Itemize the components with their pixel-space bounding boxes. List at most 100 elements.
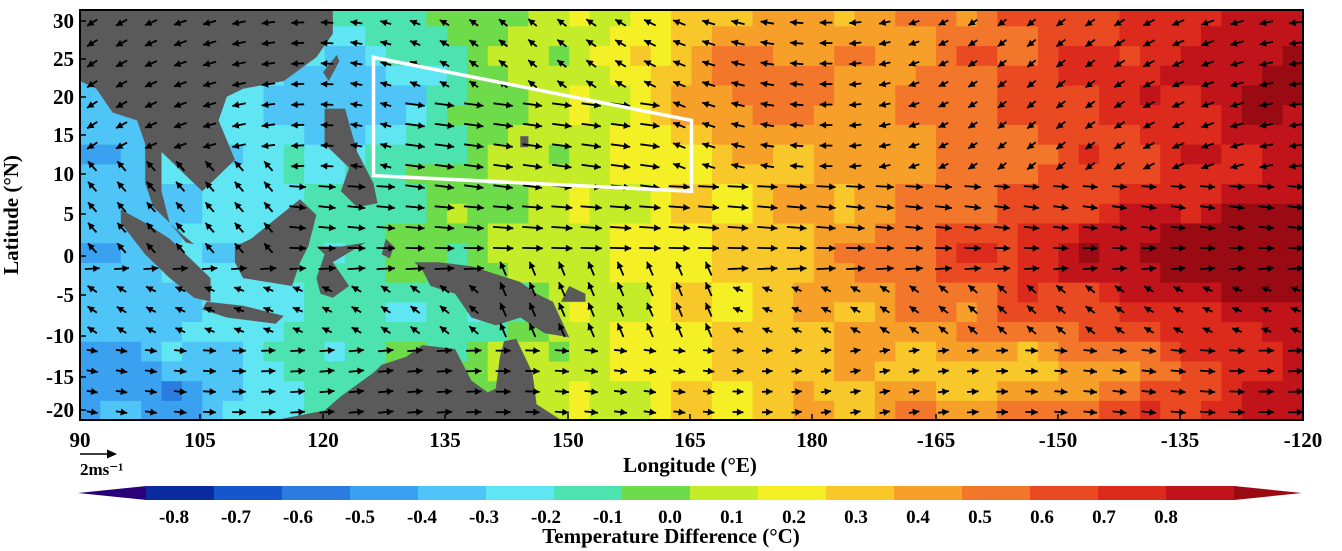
- field-cell: [711, 144, 733, 165]
- wind-arrow: [878, 19, 891, 26]
- field-cell: [1160, 124, 1182, 145]
- wind-arrow: [879, 285, 890, 293]
- wind-arrow: [757, 183, 778, 191]
- wind-arrow: [261, 367, 276, 375]
- wind-arrow: [727, 203, 749, 211]
- field-cell: [915, 163, 937, 185]
- wind-arrow: [292, 286, 303, 293]
- wind-arrow: [1171, 121, 1185, 129]
- field-cell: [141, 321, 163, 342]
- field-cell: [283, 84, 305, 106]
- wind-arrow: [234, 222, 244, 234]
- wind-arrow: [1259, 162, 1274, 170]
- wind-arrow: [318, 203, 336, 211]
- field-cell: [834, 380, 856, 401]
- colorbar-tick-label: 0.1: [720, 507, 744, 528]
- wind-arrow: [499, 261, 507, 276]
- field-cell: [976, 144, 998, 165]
- wind-arrow: [878, 121, 891, 129]
- wind-arrow: [289, 203, 307, 211]
- wind-arrow: [616, 281, 625, 297]
- field-cell: [793, 380, 815, 401]
- wind-arrow: [908, 305, 920, 314]
- wind-arrow: [967, 388, 979, 396]
- wind-arrow: [380, 81, 392, 88]
- field-cell: [365, 124, 387, 145]
- field-cell: [283, 124, 305, 145]
- wind-arrow: [849, 101, 862, 109]
- wind-arrow: [350, 80, 363, 88]
- wind-arrow: [760, 60, 775, 67]
- field-cell: [120, 262, 142, 283]
- field-cell: [100, 203, 122, 224]
- field-cell: [80, 144, 101, 165]
- field-cell: [1160, 84, 1182, 106]
- wind-arrow: [114, 265, 130, 272]
- field-cell: [222, 282, 244, 303]
- field-cell: [1038, 104, 1059, 125]
- wind-arrow: [115, 39, 128, 47]
- field-cell: [1038, 45, 1059, 66]
- field-cell: [1262, 400, 1284, 420]
- field-cell: [487, 45, 509, 66]
- wind-arrow: [997, 141, 1007, 150]
- field-cell: [609, 282, 631, 303]
- field-cell: [1282, 163, 1303, 185]
- colorbar-tick-label: 0.4: [906, 507, 930, 528]
- x-axis-label: Longitude (°E): [623, 453, 757, 477]
- wind-arrow: [643, 18, 657, 27]
- wind-arrow: [675, 322, 684, 338]
- field-cell: [711, 124, 733, 145]
- field-cell: [1180, 10, 1202, 27]
- field-cell: [834, 84, 856, 106]
- wind-arrow: [996, 367, 1009, 375]
- wind-arrow: [116, 201, 127, 213]
- wind-arrow: [528, 322, 537, 338]
- field-cell: [834, 65, 856, 86]
- field-cell: [711, 242, 733, 263]
- wind-arrow: [87, 326, 98, 335]
- field-cell: [243, 183, 265, 204]
- wind-arrow: [790, 19, 804, 27]
- field-cell: [1282, 104, 1303, 125]
- wind-arrow: [115, 141, 128, 150]
- wind-arrow: [1082, 203, 1098, 211]
- wind-arrow: [522, 224, 543, 232]
- wind-arrow: [1025, 347, 1038, 355]
- wind-arrow: [172, 265, 188, 272]
- wind-arrow: [1085, 305, 1096, 314]
- wind-arrow: [146, 201, 156, 213]
- wind-arrow: [1230, 101, 1244, 109]
- wind-arrow: [1171, 39, 1185, 47]
- field-cell: [691, 380, 713, 401]
- wind-arrow: [1026, 79, 1037, 89]
- wind-arrow: [1258, 388, 1274, 396]
- wind-arrow: [495, 408, 511, 416]
- wind-arrow: [318, 224, 336, 232]
- field-cell: [1139, 282, 1161, 303]
- field-cell: [344, 10, 366, 27]
- field-cell: [243, 203, 265, 224]
- field-cell: [997, 262, 1019, 283]
- field-cell: [1038, 144, 1059, 165]
- field-cell: [976, 360, 998, 382]
- field-cell: [1221, 203, 1243, 224]
- wind-arrow: [610, 163, 631, 170]
- wind-arrow: [1053, 224, 1069, 232]
- wind-arrow: [1026, 325, 1037, 335]
- field-cell: [365, 144, 387, 165]
- field-cell: [1017, 104, 1039, 125]
- field-cell: [691, 222, 713, 244]
- field-cell: [528, 124, 550, 145]
- wind-arrow: [585, 18, 597, 27]
- wind-arrow: [585, 80, 597, 89]
- field-cell: [773, 163, 795, 185]
- field-cell: [874, 183, 896, 204]
- wind-arrow: [321, 285, 333, 293]
- wind-arrow: [878, 101, 891, 108]
- wind-arrow: [204, 242, 215, 254]
- field-cell: [1017, 84, 1039, 106]
- wind-arrow: [1170, 408, 1186, 416]
- wind-arrow: [1055, 18, 1066, 27]
- field-cell: [344, 25, 366, 47]
